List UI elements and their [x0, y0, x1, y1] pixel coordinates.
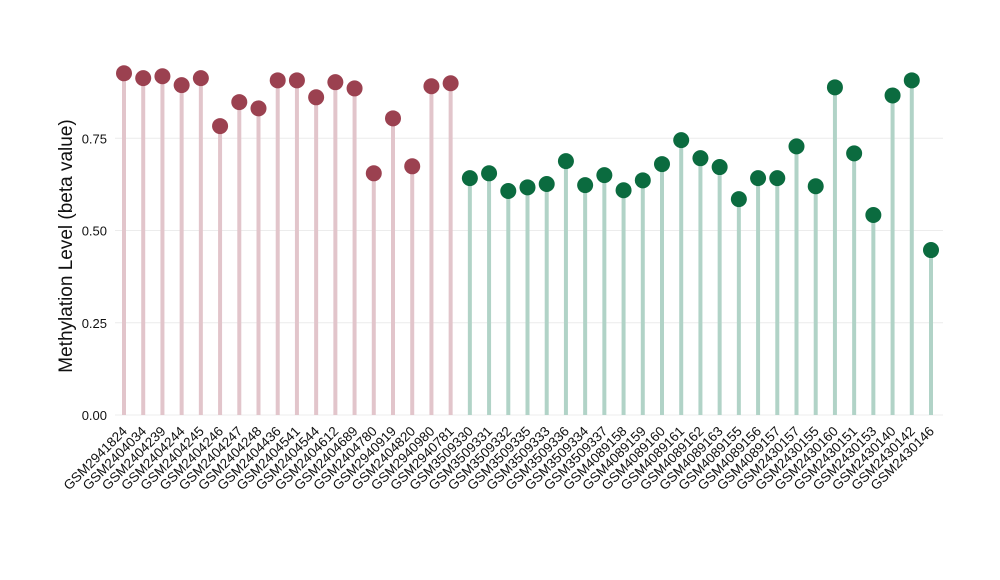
- point: [231, 94, 248, 111]
- point: [192, 70, 209, 87]
- y-tick-label: 0.75: [82, 131, 107, 146]
- point: [865, 207, 882, 224]
- point: [423, 78, 440, 95]
- y-tick-label: 0.50: [82, 224, 107, 239]
- point: [327, 74, 344, 91]
- point: [461, 170, 478, 187]
- point: [577, 177, 594, 194]
- point: [519, 179, 536, 196]
- y-axis-label: Methylation Level (beta value): [56, 119, 77, 372]
- point: [538, 176, 555, 193]
- point: [807, 178, 824, 195]
- y-tick-label: 0.25: [82, 316, 107, 331]
- point: [750, 170, 767, 187]
- point: [212, 118, 229, 135]
- point: [615, 182, 632, 199]
- y-tick-label: 0.00: [82, 408, 107, 423]
- point: [173, 77, 190, 94]
- point: [673, 132, 690, 149]
- point: [730, 191, 747, 208]
- point: [923, 242, 939, 259]
- point: [365, 165, 382, 182]
- point: [135, 70, 152, 87]
- point: [826, 79, 843, 96]
- point: [769, 170, 786, 187]
- point: [846, 145, 863, 162]
- point: [404, 158, 421, 175]
- point: [116, 65, 132, 82]
- point: [269, 72, 286, 89]
- point: [903, 72, 920, 89]
- point: [692, 150, 709, 167]
- point: [500, 183, 517, 200]
- point: [481, 165, 498, 182]
- point: [154, 68, 171, 85]
- point: [385, 110, 401, 127]
- point: [308, 89, 325, 106]
- point: [557, 153, 574, 170]
- point: [596, 167, 613, 184]
- point: [634, 172, 651, 189]
- point: [711, 159, 728, 176]
- point: [250, 100, 267, 117]
- point: [346, 80, 363, 97]
- point: [288, 72, 305, 89]
- point: [442, 75, 459, 92]
- point: [654, 156, 670, 173]
- point: [884, 87, 901, 104]
- point: [788, 138, 805, 155]
